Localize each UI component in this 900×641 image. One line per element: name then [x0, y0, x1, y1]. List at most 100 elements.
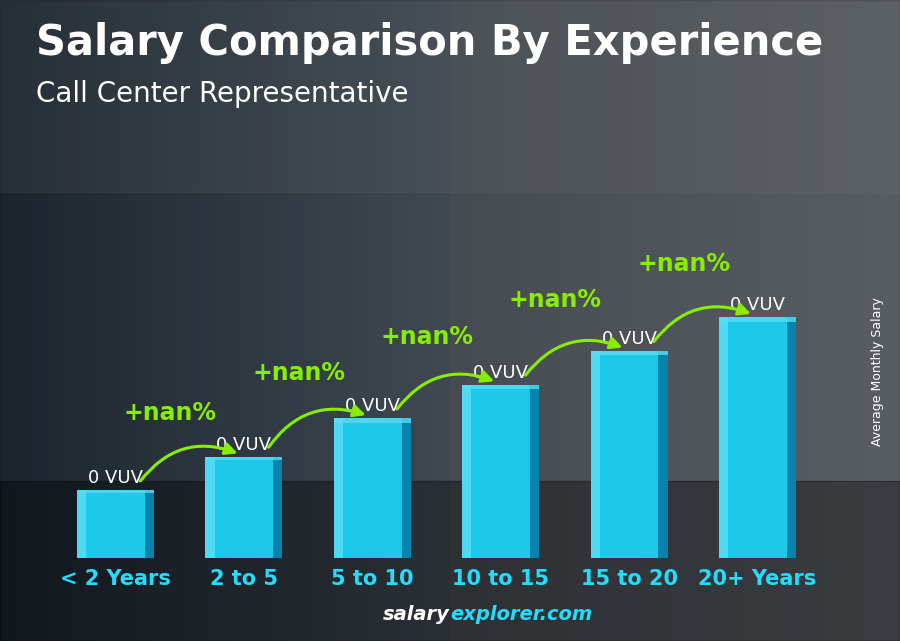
Bar: [18, 0, 27, 641]
Bar: [257, 0, 266, 641]
Bar: [845, 0, 854, 641]
Bar: [275, 0, 284, 641]
Bar: [205, 456, 283, 460]
Bar: [597, 0, 606, 641]
Bar: [817, 0, 826, 641]
Bar: [670, 0, 680, 641]
Bar: [716, 0, 725, 641]
Bar: [230, 0, 238, 641]
Bar: [321, 0, 330, 641]
Text: 0 VUV: 0 VUV: [88, 469, 143, 487]
Bar: [719, 317, 796, 322]
Bar: [542, 0, 551, 641]
Bar: [662, 0, 670, 641]
Bar: [156, 0, 165, 641]
Bar: [533, 0, 542, 641]
Bar: [340, 0, 349, 641]
Bar: [401, 418, 410, 558]
Bar: [334, 418, 343, 558]
Text: Salary Comparison By Experience: Salary Comparison By Experience: [36, 22, 824, 65]
Bar: [175, 0, 184, 641]
Bar: [358, 0, 367, 641]
Bar: [0, 0, 9, 641]
Bar: [312, 0, 321, 641]
Bar: [77, 490, 154, 558]
Bar: [205, 456, 283, 558]
Bar: [658, 351, 668, 558]
Bar: [386, 0, 395, 641]
Bar: [560, 0, 569, 641]
Bar: [37, 0, 46, 641]
Bar: [882, 0, 891, 641]
Bar: [799, 0, 808, 641]
Bar: [463, 385, 539, 558]
Bar: [193, 0, 202, 641]
Bar: [459, 0, 468, 641]
Bar: [505, 0, 514, 641]
Bar: [719, 317, 728, 558]
Bar: [441, 0, 450, 641]
Bar: [606, 0, 615, 641]
Bar: [422, 0, 431, 641]
Bar: [551, 0, 560, 641]
Text: 0 VUV: 0 VUV: [601, 330, 656, 348]
Bar: [166, 0, 175, 641]
Bar: [294, 0, 303, 641]
Bar: [205, 456, 215, 558]
Bar: [872, 0, 881, 641]
Bar: [771, 0, 780, 641]
Bar: [590, 351, 599, 558]
Text: 0 VUV: 0 VUV: [345, 397, 400, 415]
Bar: [790, 0, 799, 641]
Bar: [64, 0, 73, 641]
Text: 0 VUV: 0 VUV: [217, 436, 272, 454]
Bar: [891, 0, 900, 641]
Text: Call Center Representative: Call Center Representative: [36, 80, 409, 108]
Bar: [184, 0, 193, 641]
Bar: [780, 0, 789, 641]
Bar: [266, 0, 275, 641]
Bar: [220, 0, 230, 641]
Text: +nan%: +nan%: [508, 288, 602, 312]
Bar: [854, 0, 863, 641]
Bar: [248, 0, 257, 641]
Bar: [643, 0, 652, 641]
Bar: [762, 0, 771, 641]
Bar: [836, 0, 845, 641]
Bar: [77, 490, 154, 493]
Bar: [367, 0, 376, 641]
Bar: [129, 0, 138, 641]
Bar: [524, 0, 533, 641]
Bar: [496, 0, 505, 641]
Bar: [707, 0, 716, 641]
Bar: [404, 0, 413, 641]
Bar: [734, 0, 743, 641]
Bar: [463, 385, 472, 558]
Bar: [212, 0, 220, 641]
Bar: [698, 0, 707, 641]
Bar: [616, 0, 625, 641]
Bar: [349, 0, 358, 641]
Text: 0 VUV: 0 VUV: [473, 363, 528, 381]
Bar: [432, 0, 441, 641]
Text: +nan%: +nan%: [252, 361, 345, 385]
Bar: [303, 0, 312, 641]
Bar: [238, 0, 248, 641]
Bar: [634, 0, 643, 641]
Bar: [147, 0, 156, 641]
Bar: [487, 0, 496, 641]
Bar: [450, 0, 459, 641]
Bar: [588, 0, 597, 641]
Bar: [46, 0, 55, 641]
Bar: [334, 418, 410, 558]
Bar: [863, 0, 872, 641]
Bar: [92, 0, 101, 641]
Bar: [514, 0, 523, 641]
Bar: [77, 490, 86, 558]
Bar: [0, 0, 900, 192]
Bar: [808, 0, 817, 641]
Bar: [680, 0, 688, 641]
Text: +nan%: +nan%: [381, 324, 473, 349]
Bar: [330, 0, 339, 641]
Text: salary: salary: [383, 605, 450, 624]
